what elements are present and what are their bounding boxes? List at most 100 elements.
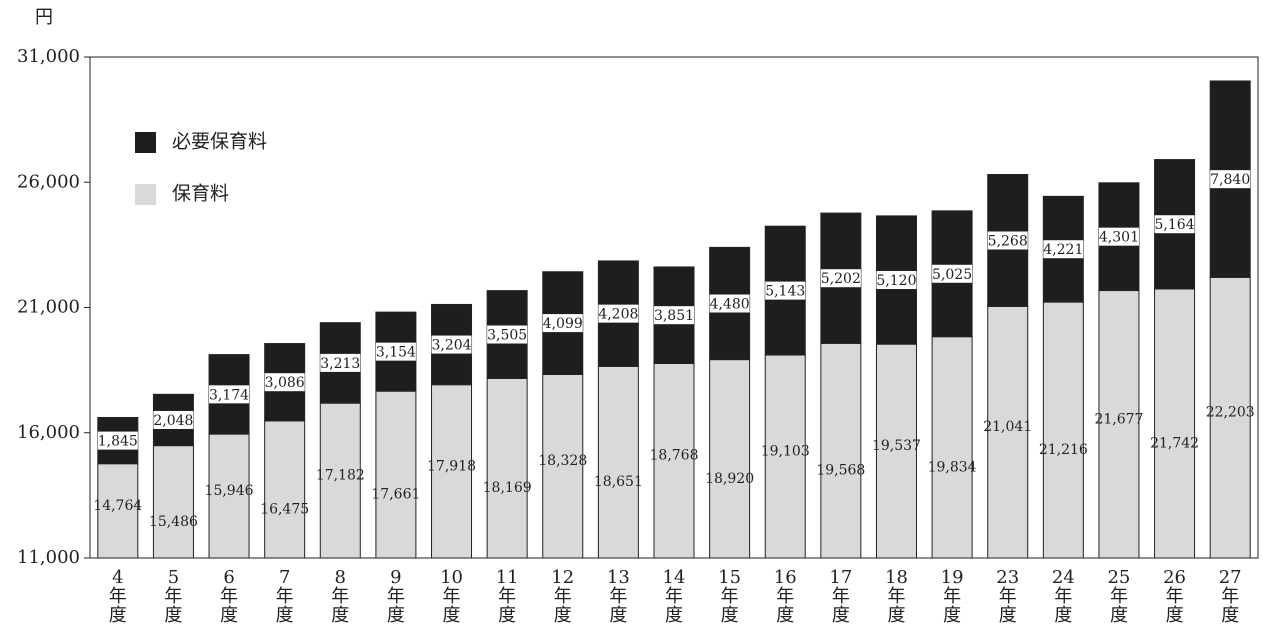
x-tick-label: 18 年度	[885, 567, 908, 626]
x-tick-label: 19 年度	[941, 567, 964, 626]
legend-swatch	[135, 132, 156, 153]
bar-value-label: 5,120	[876, 273, 916, 289]
y-tick-label: 16,000	[17, 422, 80, 443]
bar-value-label: 14,764	[93, 498, 142, 514]
bar-value-label: 18,169	[483, 480, 532, 496]
x-tick-label: 16 年度	[774, 567, 797, 626]
bar-value-label: 5,143	[765, 284, 805, 300]
x-tick-label: 9 年度	[387, 567, 405, 626]
label-box	[431, 335, 472, 354]
label-box	[375, 342, 416, 361]
bar-value-label: 19,103	[761, 444, 810, 460]
bar-value-label: 3,086	[265, 375, 305, 391]
x-tick-label: 27 年度	[1219, 567, 1242, 626]
bar-segment	[875, 343, 917, 559]
bar-value-label: 19,537	[872, 438, 921, 454]
bar-value-label: 3,154	[376, 345, 416, 361]
x-tick-label: 14 年度	[663, 567, 686, 626]
bar-value-label: 18,651	[594, 474, 643, 490]
legend-label: 必要保育料	[172, 131, 267, 153]
bar-segment	[1042, 301, 1084, 559]
bar-segment	[264, 420, 306, 559]
y-tick-label: 21,000	[17, 297, 80, 318]
bar-segment	[1154, 288, 1196, 559]
bar-value-label: 5,268	[988, 233, 1028, 249]
x-tick-label: 11 年度	[496, 567, 519, 626]
bar-value-label: 21,041	[983, 419, 1032, 435]
bar-segment	[486, 377, 528, 559]
legend-label: 保育料	[172, 183, 229, 205]
label-box	[654, 306, 694, 325]
label-box	[598, 304, 639, 323]
bar-segment	[597, 365, 639, 559]
bar-value-label: 3,213	[320, 356, 360, 372]
y-tick-label: 31,000	[17, 46, 80, 67]
bar-segment	[1209, 276, 1251, 559]
bar-segment	[931, 336, 973, 559]
label-box	[765, 281, 806, 300]
bar-value-label: 19,834	[928, 459, 977, 475]
label-box	[1098, 227, 1139, 246]
x-tick-label: 10 年度	[440, 567, 463, 626]
label-box	[264, 373, 305, 392]
bar-value-label: 4,301	[1099, 230, 1139, 246]
bar-value-label: 16,475	[260, 501, 309, 517]
x-tick-label: 23 年度	[996, 567, 1019, 626]
label-box	[153, 410, 194, 429]
x-tick-label: 7 年度	[276, 567, 294, 626]
bar-value-label: 17,918	[427, 458, 476, 474]
label-box	[820, 269, 861, 288]
label-box	[487, 325, 528, 344]
bar-segment	[431, 384, 473, 559]
bar-value-label: 4,480	[710, 296, 750, 312]
bar-value-label: 3,505	[487, 328, 527, 344]
x-tick-label: 24 年度	[1052, 567, 1075, 626]
bar-segment	[208, 433, 250, 559]
bar-segment	[709, 359, 751, 559]
bar-value-label: 22,203	[1206, 405, 1255, 421]
bar-value-label: 21,742	[1150, 435, 1199, 451]
bar-segment	[152, 445, 194, 559]
bar-value-label: 3,174	[209, 387, 249, 403]
label-box	[209, 385, 250, 404]
bar-value-label: 21,216	[1039, 442, 1088, 458]
x-tick-label: 25 年度	[1107, 567, 1130, 626]
bar-value-label: 5,164	[1155, 217, 1195, 233]
bar-value-label: 5,025	[932, 267, 972, 283]
bar-value-label: 17,182	[316, 468, 365, 484]
bar-value-label: 15,946	[205, 483, 254, 499]
bar-value-label: 4,221	[1043, 242, 1083, 258]
label-box	[1210, 170, 1251, 189]
bar-segment	[375, 390, 417, 559]
bar-value-label: 3,851	[654, 308, 694, 324]
x-tick-label: 4 年度	[109, 567, 127, 626]
bar-value-label: 18,328	[538, 453, 587, 469]
y-axis-unit: 円	[35, 7, 53, 28]
label-box	[320, 353, 361, 372]
bar-value-label: 19,568	[816, 463, 865, 479]
y-tick-label: 26,000	[17, 171, 80, 192]
bar-value-label: 2,048	[153, 413, 193, 429]
bar-value-label: 3,204	[431, 338, 471, 354]
bar-value-label: 1,845	[98, 434, 138, 450]
bar-segment	[1098, 290, 1140, 559]
legend-swatch	[135, 184, 156, 205]
x-tick-label: 6 年度	[220, 567, 238, 626]
label-box	[542, 314, 583, 333]
bar-value-label: 18,920	[705, 471, 754, 487]
bar-value-label: 15,486	[149, 514, 198, 530]
bar-value-label: 7,840	[1210, 172, 1250, 188]
label-box	[1043, 240, 1084, 259]
y-tick-label: 11,000	[17, 547, 80, 568]
x-tick-label: 17 年度	[829, 567, 852, 626]
bar-value-label: 5,202	[821, 271, 861, 287]
x-tick-label: 26 年度	[1163, 567, 1186, 626]
label-box	[932, 264, 973, 283]
x-tick-label: 15 年度	[718, 567, 741, 626]
x-tick-label: 12 年度	[551, 567, 574, 626]
label-box	[1154, 215, 1195, 234]
label-box	[987, 231, 1028, 250]
x-tick-label: 5 年度	[164, 567, 182, 626]
bar-segment	[764, 354, 806, 559]
